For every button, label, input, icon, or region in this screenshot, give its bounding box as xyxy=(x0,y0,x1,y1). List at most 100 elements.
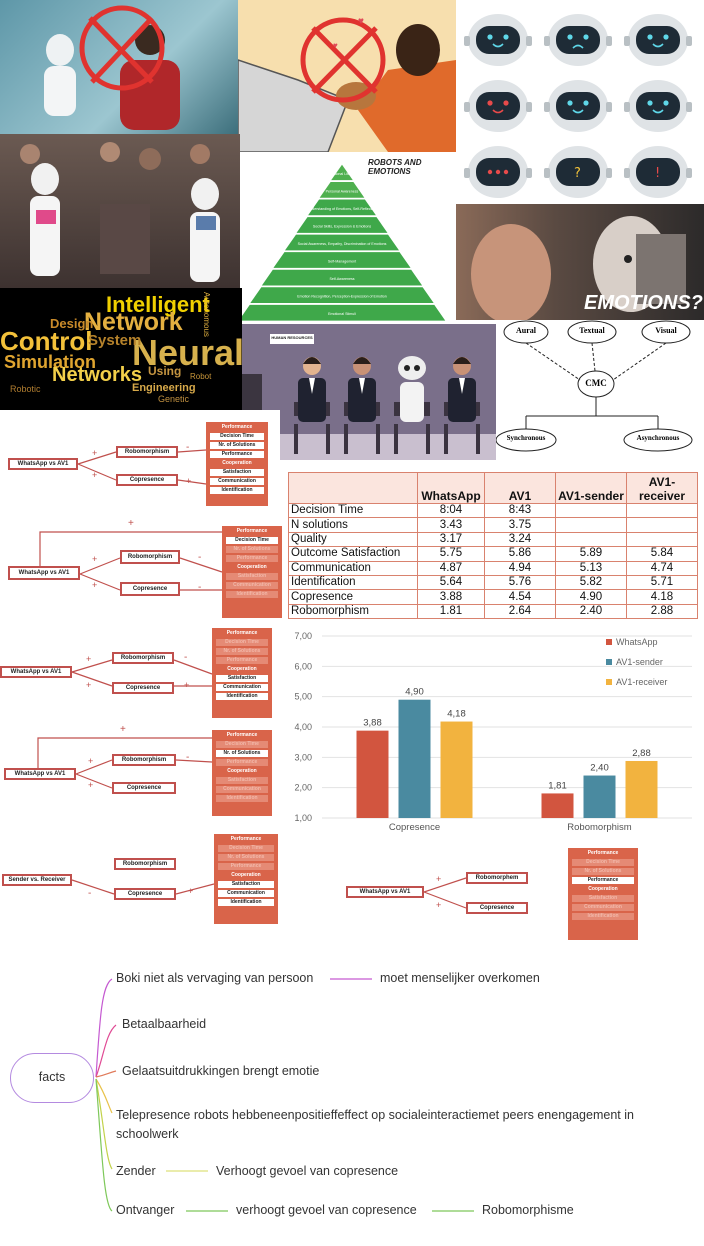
table-row-label: N solutions xyxy=(288,517,418,533)
table-cell: 4.54 xyxy=(484,589,556,605)
legend-swatch xyxy=(606,659,612,665)
satisfaction-item: Satisfaction xyxy=(226,573,278,580)
chart-bar xyxy=(541,793,574,818)
table-cell: 4.94 xyxy=(484,560,556,576)
svg-text:?: ? xyxy=(574,166,581,181)
whatsapp-vs-av1-box: WhatsApp vs AV1 xyxy=(8,458,78,470)
robomorphism-box: Robomorphism xyxy=(112,652,174,664)
plus-sign: + xyxy=(92,580,98,590)
outcomes-panel: Performance Decision Time Nr. of Solutio… xyxy=(212,730,272,816)
communication-item: Communication xyxy=(226,582,278,589)
x-category-label: Robomorphism xyxy=(567,822,631,833)
y-tick-label: 1,00 xyxy=(294,813,312,823)
pyramid-level-label: Understanding of Emotions, Self-Reflecti… xyxy=(308,207,377,211)
plus-sign: + xyxy=(436,900,442,910)
bar-data-label: 1,81 xyxy=(548,780,567,791)
table-cell: 5.64 xyxy=(417,574,485,591)
robomorphism-box: Robomorphism xyxy=(112,754,176,766)
chart-bar xyxy=(625,760,658,818)
robot-face-icon xyxy=(544,14,612,66)
identification-item: Identification xyxy=(218,899,274,906)
outcomes-panel: Performance Decision Time Nr. of Solutio… xyxy=(212,628,272,718)
human-resources-sign: HUMAN RESOURCES xyxy=(271,335,313,340)
chart-bar xyxy=(356,730,389,818)
mindmap-branch[interactable]: Ontvanger xyxy=(116,1203,175,1217)
table-cell: 1.81 xyxy=(417,603,485,620)
legend-swatch xyxy=(606,679,612,685)
mindmap-subbranch[interactable]: Verhoogt gevoel van copresence xyxy=(216,1164,399,1178)
table-row-label: Outcome Satisfaction xyxy=(288,546,418,562)
whatsapp-vs-av1-box: WhatsApp vs AV1 xyxy=(4,768,76,780)
robot-face-icon xyxy=(544,80,612,132)
nr-solutions-item: Nr. of Solutions xyxy=(216,750,268,757)
nr-solutions-item: Nr. of Solutions xyxy=(572,868,634,875)
performance-header: Performance xyxy=(587,850,619,856)
mindmap-subbranch[interactable]: Robomorphisme xyxy=(482,1203,574,1217)
pyramid-level-label: Social Skills, Expression & Emotions xyxy=(313,224,372,228)
table-cell: 5.76 xyxy=(484,574,556,591)
job-interview-illustration: HUMAN RESOURCES xyxy=(242,324,496,460)
cooperation-header: Cooperation xyxy=(237,564,267,570)
wordcloud-simulation: Simulation xyxy=(4,352,97,372)
plus-sign: + xyxy=(188,886,194,896)
plus-sign: + xyxy=(88,756,94,766)
wordcloud-autonomous: Autonomous xyxy=(202,292,211,337)
pyramid-level xyxy=(306,198,378,217)
copresence-box: Copresence xyxy=(120,582,180,596)
robomorphism-box: Robomorphism xyxy=(120,550,180,564)
performance-item: Performance xyxy=(572,877,634,884)
mindmap-subbranch[interactable]: moet menselijker overkomen xyxy=(380,971,540,985)
table-row-label: Identification xyxy=(288,574,418,591)
results-table: WhatsApp AV1 AV1-sender AV1-receiver Dec… xyxy=(288,472,698,620)
table-row-label: Robomorphism xyxy=(288,603,418,620)
performance-header: Performance xyxy=(221,424,253,430)
table-cell: 3.43 xyxy=(417,517,485,533)
table-cell: 2.64 xyxy=(484,603,556,620)
mindmap-branch[interactable]: Telepresence robots hebbeneenpositieffef… xyxy=(116,1108,634,1141)
wordcloud-genetic: Genetic xyxy=(158,394,190,404)
mindmap-branch[interactable]: Zender xyxy=(116,1164,156,1178)
wordcloud-networks: Networks xyxy=(52,364,143,386)
outcomes-panel: Performance Decision Time Nr. of Solutio… xyxy=(568,848,638,940)
table-row: N solutions 3.43 3.75 xyxy=(288,517,698,533)
table-cell: 5.71 xyxy=(626,574,698,591)
mindmap-branch[interactable]: Betaalbaarheid xyxy=(122,1017,207,1031)
mindmap-branch[interactable]: Boki niet als vervaging van persoon xyxy=(116,971,314,985)
table-cell: 3.75 xyxy=(484,517,556,533)
minus-sign: - xyxy=(88,888,92,899)
plus-sign: + xyxy=(120,724,126,735)
performance-header: Performance xyxy=(230,836,262,842)
nr-solutions-item: Nr. of Solutions xyxy=(226,546,278,553)
cmc-textual: Textual xyxy=(579,326,605,335)
mindmap-branch[interactable]: Gelaatsuitdrukkingen brengt emotie xyxy=(122,1064,320,1078)
cmc-center: CMC xyxy=(585,378,607,388)
mindmap-root-node[interactable]: facts xyxy=(10,1053,94,1103)
x-category-label: Copresence xyxy=(389,822,440,833)
pyramid-level xyxy=(260,268,424,287)
model-diagram-4: + WhatsApp vs AV1 Robomorphism Copresenc… xyxy=(0,724,280,824)
identification-item: Identification xyxy=(216,795,268,802)
nr-solutions-item: Nr. of Solutions xyxy=(210,442,264,449)
performance-header: Performance xyxy=(226,630,258,636)
communication-item: Communication xyxy=(210,478,264,485)
legend-swatch xyxy=(606,639,612,645)
table-row: Identification 5.64 5.76 5.82 5.71 xyxy=(288,574,698,591)
decision-time-item: Decision Time xyxy=(216,741,268,748)
table-header-cell: AV1-receiver xyxy=(626,472,698,504)
robot-face-icon xyxy=(464,14,532,66)
wordcloud-network: Network xyxy=(84,308,183,336)
plus-sign: + xyxy=(86,654,92,664)
model-diagram-5: Sender vs. Receiver Robomorphism Coprese… xyxy=(0,824,284,930)
copresence-box: Copresence xyxy=(466,902,528,914)
legend-label: WhatsApp xyxy=(616,637,658,647)
table-header-row: WhatsApp AV1 AV1-sender AV1-receiver xyxy=(288,472,698,504)
plus-sign: + xyxy=(88,780,94,790)
robomorphism-box: Robomorphism xyxy=(114,858,176,870)
whatsapp-vs-av1-box: WhatsApp vs AV1 xyxy=(346,886,424,898)
pyramid-level-label: Emotion Recognition, Perception-Expressi… xyxy=(297,295,387,299)
identification-item: Identification xyxy=(226,591,278,598)
robot-face-icon xyxy=(624,80,692,132)
mindmap-subbranch[interactable]: verhoogt gevoel van copresence xyxy=(236,1203,417,1217)
table-row: Communication 4.87 4.94 5.13 4.74 xyxy=(288,560,698,576)
table-row: Robomorphism 1.81 2.64 2.40 2.88 xyxy=(288,603,698,620)
